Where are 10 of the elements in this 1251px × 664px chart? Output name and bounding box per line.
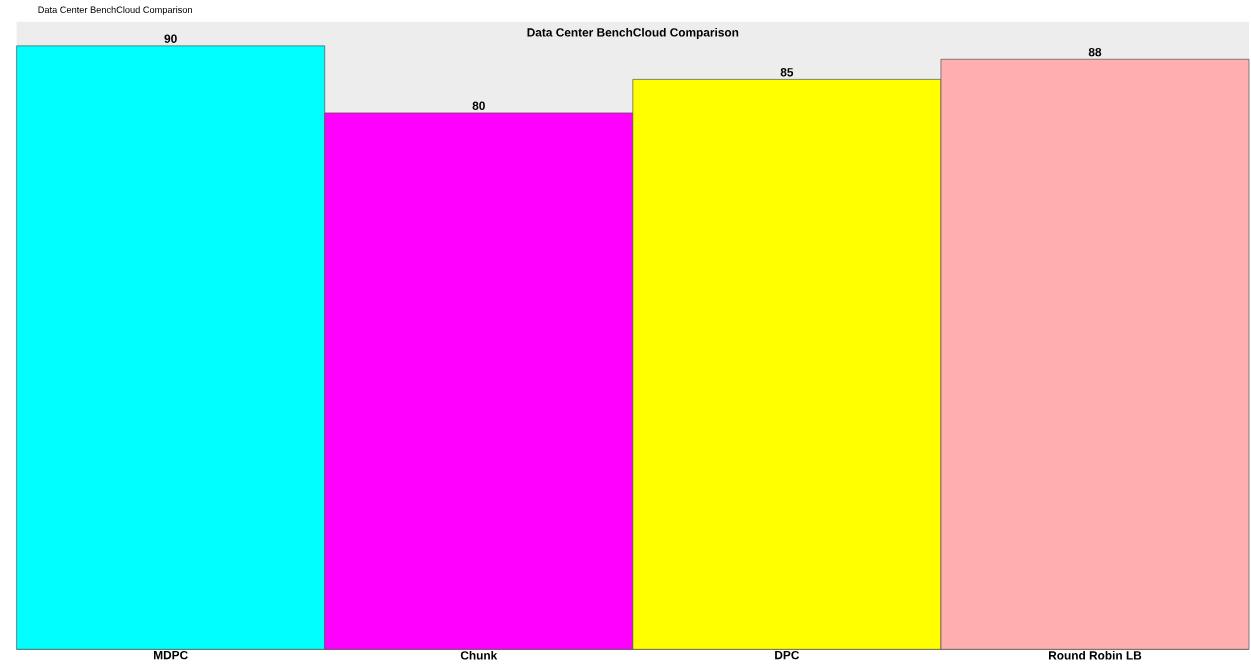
x-tick-label: Round Robin LB — [1048, 650, 1142, 660]
x-tick-label: Chunk — [460, 650, 498, 660]
x-tick-label: DPC — [775, 650, 800, 660]
text: Data Center BenchCloud Comparison — [38, 6, 192, 15]
data-label: 90 — [164, 34, 177, 43]
data-label: 88 — [1088, 47, 1102, 57]
data-label: 80 — [472, 101, 485, 110]
data-label: 85 — [780, 67, 794, 77]
x-tick-label: MDPC — [154, 650, 188, 660]
chart-title: Data Center BenchCloud Comparison — [527, 27, 739, 39]
